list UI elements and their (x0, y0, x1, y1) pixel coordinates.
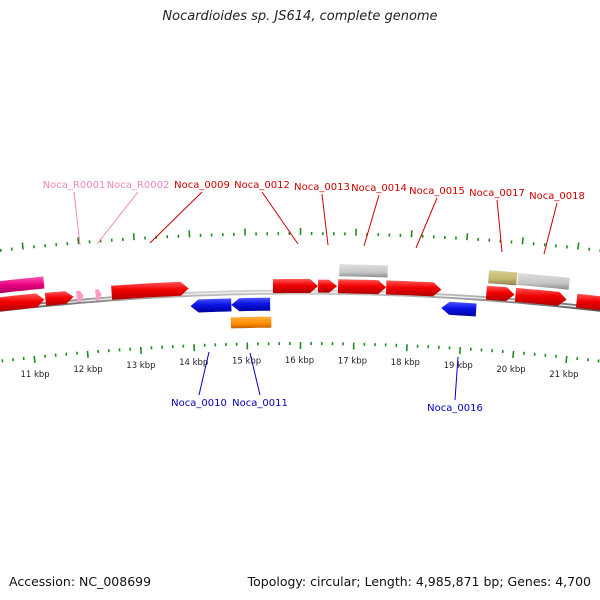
inner-scale-tick (512, 350, 515, 358)
kbp-tick-label: 18 kbp (391, 358, 420, 368)
feature-label[interactable]: Noca_0018 (529, 191, 585, 202)
outer-scale-tick (77, 237, 80, 245)
page-title: Nocardioides sp. JS614, complete genome (162, 9, 438, 24)
kbp-tick-label: 16 kbp (285, 356, 314, 366)
feature-noca-0011[interactable] (231, 297, 271, 312)
feature-label[interactable]: Noca_0011 (232, 398, 288, 409)
feature-gray-17k[interactable] (339, 264, 388, 278)
feature-label-leader (96, 191, 139, 245)
kbp-tick-label: 17 kbp (338, 357, 367, 367)
feature-noca-0010[interactable] (190, 298, 232, 313)
kbp-tick-label: 20 kbp (496, 365, 525, 375)
feature-noca-0009[interactable] (111, 281, 189, 300)
outer-scale-tick (21, 242, 24, 250)
inner-scale-tick (565, 355, 568, 363)
feature-label-leader (249, 352, 261, 396)
feature-noca-0013[interactable] (318, 279, 338, 293)
feature-label-leader (149, 191, 203, 244)
feature-noca-r0002[interactable] (95, 289, 102, 301)
feature-noca-0015[interactable] (386, 280, 442, 297)
feature-label-leader (363, 194, 380, 247)
kbp-tick-label: 13 kbp (126, 361, 155, 371)
feature-noca-0016[interactable] (441, 301, 477, 317)
feature-label[interactable]: Noca_0017 (469, 188, 525, 199)
feature-noca-r0001[interactable] (76, 290, 84, 302)
feature-label[interactable]: Noca_R0002 (107, 180, 170, 191)
feature-gray-20k[interactable] (517, 273, 570, 290)
inner-scale-tick (86, 350, 89, 358)
accession-text: Accession: NC_008699 (9, 574, 152, 589)
feature-label-leader (496, 199, 503, 253)
kbp-tick-label: 19 kbp (444, 361, 473, 371)
feature-cds-left-1[interactable] (0, 293, 45, 312)
feature-cds-left-2[interactable] (44, 291, 74, 306)
feature-label-leader (261, 191, 299, 245)
feature-label-leader (454, 356, 459, 401)
feature-olive-20k[interactable] (488, 270, 518, 286)
feature-label[interactable]: Noca_0015 (409, 186, 465, 197)
feature-noca-0012[interactable] (272, 279, 318, 294)
feature-label[interactable]: Noca_0016 (427, 403, 483, 414)
feature-label[interactable]: Noca_0014 (351, 183, 407, 194)
kbp-tick-label: 15 kbp (232, 357, 261, 367)
outer-scale-tick (577, 242, 580, 250)
feature-label-leader (73, 191, 81, 246)
feature-label-leader (198, 351, 210, 396)
feature-label[interactable]: Noca_R0001 (43, 180, 106, 191)
feature-label-leader (321, 193, 329, 246)
feature-orange-15k[interactable] (230, 316, 272, 329)
feature-label[interactable]: Noca_0012 (234, 180, 290, 191)
feature-repeat-left[interactable] (0, 276, 45, 294)
kbp-tick-label: 12 kbp (73, 365, 102, 375)
feature-label[interactable]: Noca_0013 (294, 182, 350, 193)
feature-label[interactable]: Noca_0009 (174, 180, 230, 191)
feature-label-leader (543, 202, 558, 255)
feature-label[interactable]: Noca_0010 (171, 398, 227, 409)
kbp-tick-label: 21 kbp (549, 370, 578, 380)
kbp-tick-label: 11 kbp (20, 370, 49, 380)
kbp-tick-label: 14 kbp (179, 358, 208, 368)
feature-noca-0017[interactable] (485, 285, 515, 302)
inner-scale-tick (33, 355, 36, 363)
genome-summary-text: Topology: circular; Length: 4,985,871 bp… (247, 574, 591, 589)
feature-cds-right[interactable] (575, 293, 600, 311)
feature-noca-0014[interactable] (338, 279, 387, 295)
outer-scale-tick (521, 237, 524, 245)
feature-noca-0018[interactable] (514, 287, 567, 306)
feature-label-leader (415, 197, 438, 249)
